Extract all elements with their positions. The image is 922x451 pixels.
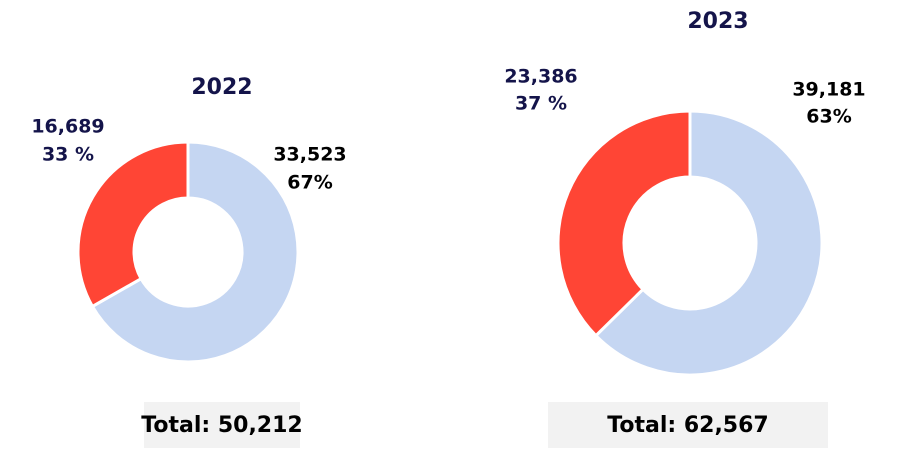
value-label: 39,181 <box>792 79 865 101</box>
percent-label: 37 % <box>515 93 567 115</box>
value-label: 33,523 <box>273 144 346 166</box>
total-label: Total: 62,567 <box>607 413 768 438</box>
value-label: 23,386 <box>504 66 577 88</box>
total-box <box>144 402 300 448</box>
chart-title: 2023 <box>687 9 748 34</box>
donut-slice <box>76 140 190 309</box>
percent-label: 33 % <box>42 144 94 166</box>
percent-label: 63% <box>806 106 851 128</box>
donut-slice <box>556 109 692 338</box>
donut-slice <box>90 140 300 364</box>
percent-label: 67% <box>287 172 332 194</box>
donut-slice <box>593 109 824 377</box>
total-box <box>548 402 828 448</box>
chart-title: 2022 <box>191 75 252 100</box>
value-label: 16,689 <box>31 116 104 138</box>
total-label: Total: 50,212 <box>141 413 302 438</box>
